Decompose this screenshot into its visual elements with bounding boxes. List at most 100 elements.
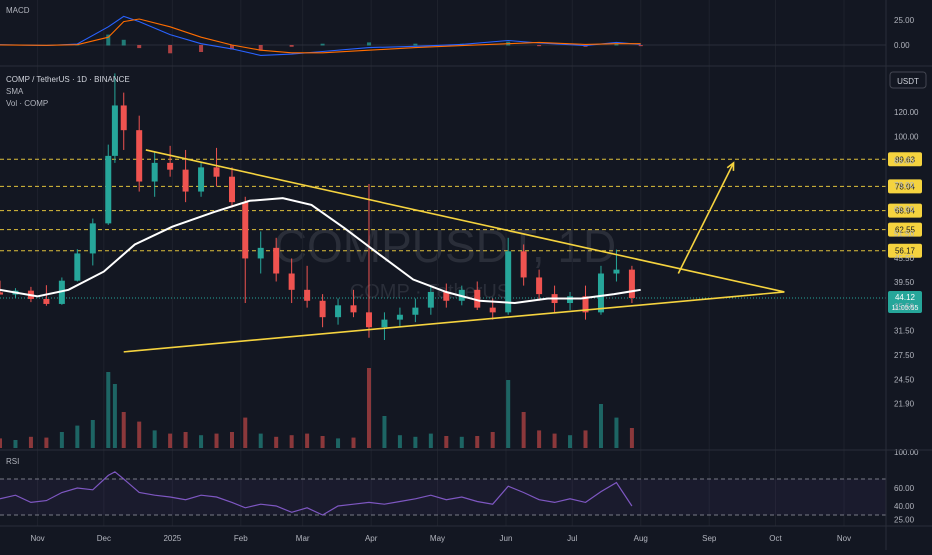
key-level-tag	[888, 222, 922, 237]
price-axis[interactable]: 120.00 100.00 85.00 73.00 65.00 51.50 45.50 39.…	[894, 108, 919, 409]
time-tick-label: Jul	[567, 534, 577, 543]
volume-bar	[444, 436, 449, 448]
key-level-label: 68.94	[895, 207, 916, 216]
macd-histogram-bar	[258, 45, 263, 51]
macd-label[interactable]: MACD	[6, 6, 30, 15]
volume-bar	[152, 430, 157, 448]
volume-bars	[0, 368, 634, 448]
candle-body	[213, 167, 220, 177]
volume-bar	[305, 433, 310, 448]
key-level-tag	[888, 152, 922, 167]
volume-bar	[397, 435, 402, 448]
volume-bar	[106, 372, 111, 448]
time-tick-label: Mar	[296, 534, 310, 543]
candle-body	[381, 319, 388, 328]
candle-body	[628, 269, 635, 298]
volume-bar	[258, 433, 263, 448]
key-level-label: 62.55	[895, 226, 916, 235]
macd-histogram-bar	[106, 34, 111, 46]
price-tick-label: 100.00	[894, 132, 919, 141]
candle-body	[613, 269, 620, 274]
volume-bar	[168, 433, 173, 448]
rsi-label[interactable]: RSI	[6, 457, 19, 466]
macd-tick-label: 25.00	[894, 16, 915, 25]
price-tick-label: 45.50	[894, 254, 915, 263]
key-level-tag	[888, 203, 922, 218]
price-tick-label: 39.50	[894, 278, 915, 287]
macd-signal-line	[0, 18, 641, 54]
time-tick-label: May	[430, 534, 445, 543]
candle-body	[0, 292, 3, 295]
rsi-tick-label: 60.00	[894, 484, 915, 493]
volume-bar	[552, 433, 557, 448]
rsi-tick-label: 100.00	[894, 448, 919, 457]
candle-body	[365, 312, 372, 328]
key-level-lines: 89.63 78.04 68.94 62.55 56.17 44.12 11:05:55	[0, 152, 922, 313]
macd-histogram-bar	[638, 45, 643, 47]
macd-histogram-bar	[168, 45, 173, 54]
candle-body	[582, 296, 589, 313]
candle-body	[198, 167, 205, 192]
watermark-ticker: COMPUSDT, 1D	[274, 220, 616, 272]
time-tick-label: Oct	[769, 534, 782, 543]
volume-bar	[289, 435, 294, 448]
price-tick-label: 21.90	[894, 400, 915, 409]
volume-bar	[0, 438, 2, 448]
price-tick-label: 27.50	[894, 351, 915, 360]
volume-bar	[521, 412, 526, 448]
candle-body	[427, 291, 434, 308]
price-tick-label: 73.00	[894, 181, 915, 190]
candle-body	[89, 223, 96, 254]
last-price-tag	[888, 290, 922, 313]
symbol-label[interactable]: COMP / TetherUS · 1D · BINANCE	[6, 75, 130, 84]
candle-body	[567, 296, 574, 304]
volume-bar	[413, 436, 418, 448]
candle-body	[489, 307, 496, 313]
volume-bar	[28, 436, 33, 448]
volume-bar	[382, 416, 387, 448]
rsi-band-fill	[0, 479, 886, 515]
time-tick-label: Apr	[365, 534, 378, 543]
candle-body	[335, 305, 342, 318]
trendline	[145, 149, 785, 293]
macd-histogram-bar	[537, 45, 542, 47]
volume-bar	[112, 384, 117, 448]
macd-tick-label: 0.00	[894, 41, 910, 50]
volume-bar	[537, 430, 542, 448]
candle-body	[74, 253, 81, 281]
key-level-label: 89.63	[895, 155, 916, 164]
sma-line	[0, 197, 641, 305]
volume-bar	[490, 432, 495, 448]
macd-histogram-bar	[320, 43, 325, 46]
candlestick-series	[0, 73, 635, 340]
candle-body	[43, 298, 50, 304]
time-tick-label: Dec	[97, 534, 111, 543]
candle-body	[167, 162, 174, 170]
price-tick-label: 65.00	[894, 205, 915, 214]
volume-bar	[44, 437, 49, 448]
volume-bar	[274, 436, 279, 448]
rsi-tick-label: 40.00	[894, 502, 915, 511]
sma-label[interactable]: SMA	[6, 87, 24, 96]
time-tick-label: Aug	[634, 534, 648, 543]
candle-body	[58, 280, 65, 304]
volume-bar	[629, 428, 634, 448]
volume-label[interactable]: Vol · COMP	[6, 99, 48, 108]
macd-histogram-bar	[137, 45, 142, 49]
candle-body	[396, 314, 403, 320]
key-level-label: 56.17	[895, 247, 916, 256]
volume-bar	[199, 435, 204, 448]
volume-bar	[229, 432, 234, 448]
key-level-tag	[888, 243, 922, 258]
candle-body	[105, 155, 112, 224]
volume-bar	[336, 438, 341, 448]
usdt-badge[interactable]: USDT	[889, 71, 927, 89]
time-tick-label: Nov	[30, 534, 44, 543]
triangle-trendlines[interactable]	[123, 149, 785, 353]
candle-body	[242, 202, 249, 259]
volume-bar	[243, 417, 248, 448]
time-axis[interactable]: Nov Dec 2025 Feb Mar Apr May Jun Jul Aug Sep Oct Nov	[30, 534, 851, 543]
volume-bar	[366, 368, 371, 448]
candle-body	[350, 305, 357, 313]
